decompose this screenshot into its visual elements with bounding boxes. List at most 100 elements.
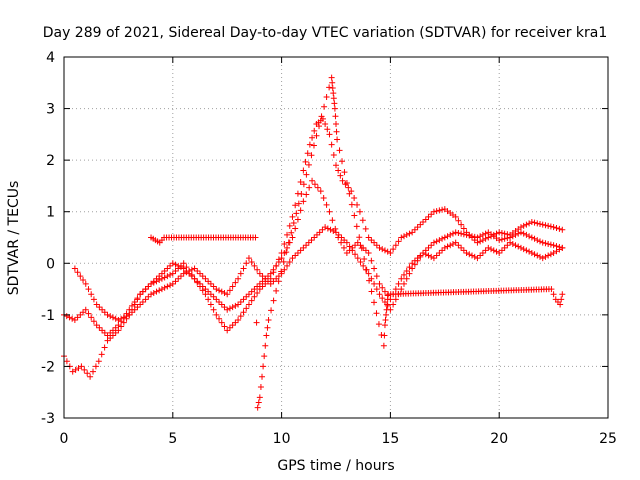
data-point [232, 302, 239, 309]
data-point [224, 327, 231, 334]
data-point [218, 301, 225, 308]
data-point [420, 219, 427, 226]
data-point [137, 291, 144, 298]
data-point [313, 231, 320, 238]
data-point [237, 270, 244, 277]
data-point [289, 255, 296, 262]
data-point [534, 237, 541, 244]
data-point [337, 172, 344, 179]
data-point [381, 332, 388, 339]
data-point [150, 289, 157, 296]
data-point [550, 291, 557, 298]
data-point [329, 217, 336, 224]
data-point [509, 233, 516, 240]
data-point [330, 228, 337, 235]
data-point [109, 332, 116, 339]
data-point [433, 238, 440, 245]
data-point [134, 295, 141, 302]
data-point [338, 234, 345, 241]
data-point [501, 230, 508, 237]
data-point [308, 152, 315, 159]
data-point [118, 323, 125, 330]
data-point [341, 169, 348, 176]
data-point [425, 244, 432, 251]
data-point [197, 270, 203, 277]
data-point [477, 238, 484, 245]
data-point [139, 298, 146, 305]
data-point [264, 324, 271, 331]
plot-frame [63, 56, 609, 419]
data-point [433, 252, 440, 259]
data-point [194, 279, 201, 286]
data-point [409, 229, 416, 236]
data-point [265, 317, 272, 324]
data-point [248, 258, 255, 265]
data-point [256, 280, 263, 287]
data-point [498, 229, 505, 236]
data-point [314, 184, 321, 191]
data-point [520, 222, 527, 229]
data-point [414, 224, 421, 231]
data-point [559, 226, 566, 233]
data-point [96, 304, 103, 311]
data-point [207, 301, 214, 308]
data-point [137, 301, 144, 308]
data-point [145, 283, 152, 290]
data-point [284, 244, 291, 251]
data-point [281, 240, 288, 247]
data-point [240, 296, 247, 303]
data-point [346, 190, 353, 197]
data-point [259, 278, 266, 285]
data-point [479, 231, 486, 238]
data-point [331, 105, 338, 112]
data-point [368, 237, 375, 244]
y-tick-label: 0 [46, 256, 55, 272]
data-point [167, 282, 174, 289]
data-point [302, 158, 309, 165]
data-point [323, 94, 330, 101]
data-point [348, 201, 355, 208]
data-point [311, 234, 318, 241]
data-point [455, 217, 462, 224]
data-point [294, 249, 301, 256]
data-point [321, 103, 328, 110]
data-point [82, 306, 89, 313]
data-point [297, 247, 304, 254]
data-point [378, 331, 385, 338]
data-point [82, 280, 89, 287]
data-point [496, 249, 503, 256]
data-point [558, 296, 565, 303]
data-point [85, 286, 92, 293]
data-point [360, 262, 367, 269]
data-point [283, 249, 290, 256]
data-point [343, 239, 350, 246]
data-point [458, 221, 465, 228]
data-point [126, 306, 133, 313]
data-point [392, 296, 399, 303]
data-point [88, 314, 95, 321]
data-point [512, 242, 519, 249]
data-point [256, 394, 263, 401]
data-point [66, 314, 73, 321]
data-point [123, 313, 130, 320]
data-point [363, 266, 370, 273]
data-point [523, 247, 530, 254]
data-point [156, 277, 163, 284]
data-point [129, 302, 135, 309]
data-point [330, 90, 337, 97]
data-point [80, 309, 87, 316]
data-point [74, 269, 81, 276]
data-point [78, 363, 85, 370]
data-point [496, 237, 503, 244]
data-point [485, 234, 492, 241]
data-point [235, 301, 242, 308]
data-point [520, 230, 527, 237]
data-point [455, 242, 462, 249]
data-point [262, 342, 269, 349]
data-point [406, 264, 413, 271]
data-point [425, 252, 432, 259]
data-point [131, 306, 138, 313]
data-point [263, 332, 270, 339]
data-point [284, 262, 291, 269]
data-point [365, 270, 372, 277]
